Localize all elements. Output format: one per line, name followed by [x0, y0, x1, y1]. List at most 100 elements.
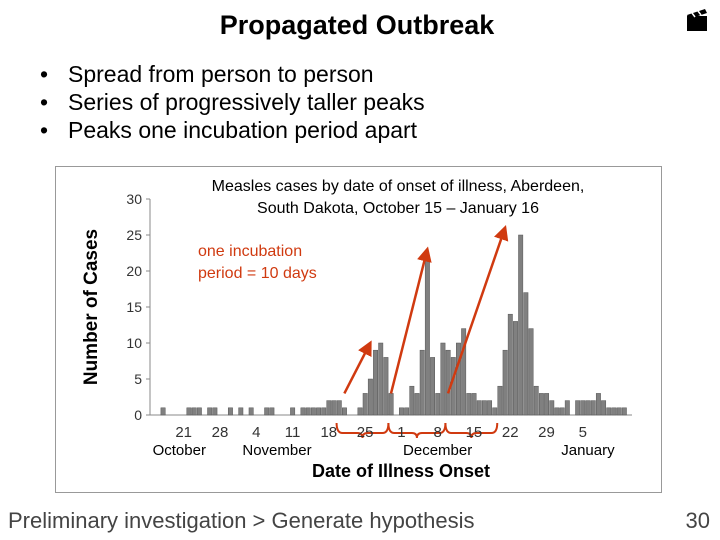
bar [212, 407, 218, 416]
bar [290, 407, 296, 416]
annotation-label: one incubation [198, 243, 302, 260]
trend-arrow [389, 246, 432, 394]
slide-title: Propagated Outbreak [219, 10, 495, 40]
bar [424, 256, 430, 416]
annotation-label: period = 10 days [198, 265, 317, 282]
bar [383, 357, 389, 416]
bar [310, 407, 316, 416]
bar [316, 407, 321, 416]
bar [606, 407, 612, 416]
bar [621, 407, 627, 416]
x-tick-label: 25 [357, 424, 374, 441]
bar [497, 385, 503, 416]
bar [559, 407, 565, 416]
x-tick-label: 1 [397, 424, 405, 441]
bar [523, 292, 529, 416]
bar [538, 393, 544, 416]
bullet-item: Series of progressively taller peaks [40, 88, 425, 116]
page-number: 30 [685, 508, 710, 533]
month-label: November [242, 442, 311, 459]
footer-text: Preliminary investigation > Generate hyp… [8, 508, 475, 533]
month-label: October [153, 442, 206, 459]
y-axis-label: Number of Cases [81, 229, 102, 385]
y-tick-label: 5 [134, 371, 142, 387]
bar [471, 393, 477, 416]
x-tick-label: 5 [579, 424, 587, 441]
bar [528, 328, 534, 416]
bar [336, 400, 342, 416]
y-tick-label: 20 [126, 263, 142, 279]
bar [269, 407, 275, 416]
month-label: January [561, 442, 615, 459]
bar [544, 393, 550, 416]
bar [564, 400, 570, 416]
bar [331, 400, 337, 416]
bar [481, 400, 487, 416]
x-tick-label: 28 [212, 424, 229, 441]
bar [404, 407, 410, 416]
bar [388, 393, 394, 416]
bar [575, 400, 581, 416]
bar [227, 407, 233, 416]
bar [191, 407, 197, 416]
bar [305, 407, 311, 416]
bar [518, 234, 524, 416]
y-tick-label: 30 [126, 191, 142, 207]
bar [378, 342, 384, 416]
bar [549, 400, 555, 416]
bar [342, 407, 347, 416]
y-tick-label: 25 [126, 227, 142, 243]
x-axis-label: Date of Illness Onset [312, 461, 490, 481]
bar [196, 407, 202, 416]
y-tick-label: 10 [126, 335, 142, 351]
bar [445, 349, 451, 416]
bar [476, 400, 482, 416]
epi-curve-chart: 0 5 10 15 20 25 30 Number of Cases Measles cases… [55, 166, 662, 493]
clapperboard-icon [687, 9, 707, 31]
bar [362, 393, 368, 416]
x-tick-label: 22 [502, 424, 519, 441]
bar [595, 393, 601, 416]
bar [367, 378, 373, 416]
bar [502, 349, 508, 416]
incubation-brace [335, 422, 390, 439]
month-label: December [403, 442, 472, 459]
bar [440, 342, 446, 416]
x-tick-label: 15 [466, 424, 483, 441]
bullet-list: Spread from person to person Series of p… [40, 60, 425, 144]
bar [487, 400, 493, 416]
bar [399, 407, 404, 416]
bar [585, 400, 591, 416]
bar [456, 342, 461, 416]
bar [590, 400, 596, 416]
bar [419, 349, 425, 416]
x-tick-label: 8 [433, 424, 441, 441]
bar [513, 321, 518, 416]
bar [616, 407, 622, 416]
trend-arrow [343, 340, 372, 394]
bar [321, 407, 327, 416]
bar [414, 393, 420, 416]
bar [326, 400, 332, 416]
bar [601, 400, 607, 416]
chart-title: Measles cases by date of onset of illnes… [212, 178, 585, 195]
bar [264, 407, 270, 416]
bullet-item: Spread from person to person [40, 60, 425, 88]
bar [300, 407, 306, 416]
bar [435, 393, 441, 416]
bar [160, 407, 166, 416]
bar [492, 407, 498, 416]
bar [533, 385, 539, 416]
chart-title: South Dakota, October 15 – January 16 [257, 200, 539, 217]
bar [430, 357, 435, 416]
bar [373, 349, 378, 416]
bar [186, 407, 192, 416]
y-tick-label: 0 [134, 407, 142, 423]
incubation-brace [387, 422, 447, 439]
bar [580, 400, 586, 416]
bar [611, 407, 617, 416]
x-tick-label: 29 [538, 424, 555, 441]
x-tick-label: 21 [175, 424, 192, 441]
bar [461, 328, 467, 416]
